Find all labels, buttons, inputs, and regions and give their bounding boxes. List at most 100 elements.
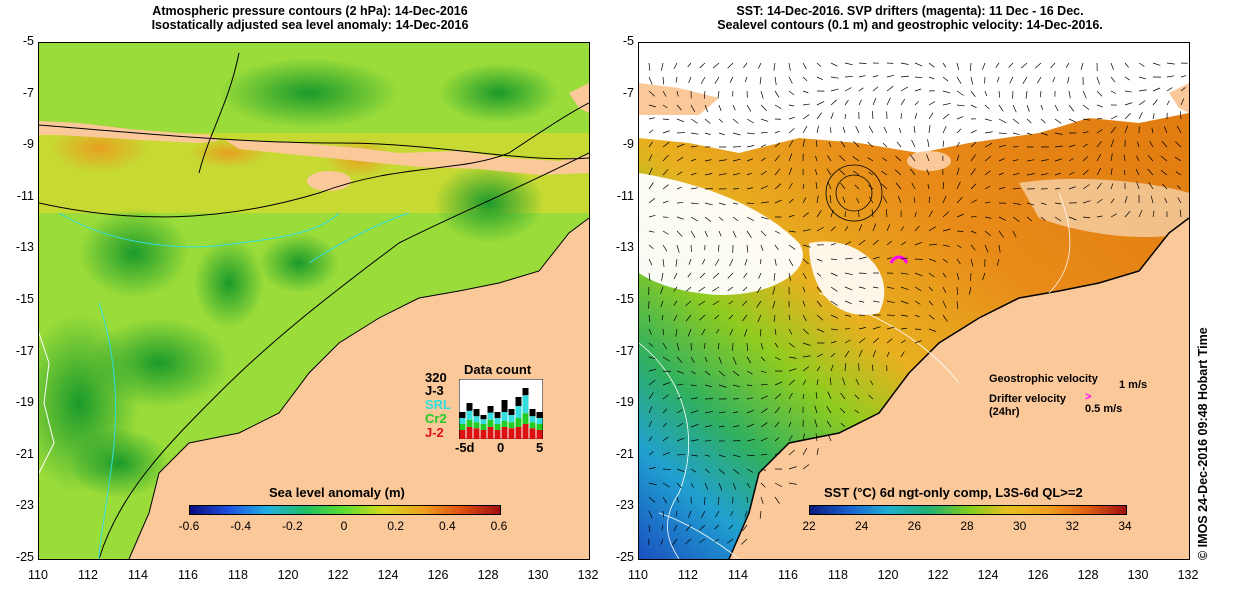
drifter-legend-arrow: > [1085,391,1092,403]
data-count-bar-2-seg-0 [473,428,480,439]
geostrophic-legend-scale: 1 m/s [1119,379,1148,391]
right-ytick-3: -11 [616,188,634,203]
data-count-max: 320 [425,370,447,385]
sst-colorbar [809,505,1127,515]
drifter-legend-label: Drifter velocity [989,393,1067,405]
data-count-bar-7-seg-1 [508,422,515,429]
data-count-bar-11-seg-0 [536,430,543,439]
sla-cbar-tick-3: 0 [340,519,348,533]
data-count-bar-3-seg-0 [480,430,487,439]
sla-colorbar [189,505,501,515]
sla-cbar-tick-4: 0.2 [387,519,404,533]
data-count-bar-2-seg-1 [473,422,480,429]
right-ytick-7: -19 [615,395,634,410]
data-count-bar-9-seg-0 [522,424,529,439]
sst-cbar-tick-5: 32 [1065,519,1079,533]
legend-j3: J-3 [425,383,444,398]
data-count-bar-1-seg-0 [466,427,473,439]
left-ytick-1: -7 [22,85,34,100]
right-ytick-10: -25 [615,550,634,564]
sst-cbar-tick-6: 34 [1118,519,1132,533]
data-count-bar-7-seg-2 [508,415,515,423]
right-xtick-11: 132 [1177,568,1199,582]
data-count-bar-6-seg-2 [501,412,508,421]
data-count-bar-10-seg-3 [529,409,536,417]
data-count-bar-1-seg-1 [466,419,473,427]
legend-cr2: Cr2 [425,411,447,426]
dc-xtick-0: 0 [497,440,505,455]
data-count-bar-4-seg-3 [487,406,494,413]
left-ytick-6: -17 [15,343,34,358]
data-count-bar-5-seg-0 [494,430,501,439]
left-ytick-4: -13 [15,240,34,255]
left-xtick-11: 132 [577,568,599,582]
right-ytick-8: -21 [615,446,634,461]
data-count-inset: Data count 320 J-3 SRL Cr2 J-2 -5d 0 5 [419,363,549,473]
imos-credit: © IMOS 24-Dec-2016 09:48 Hobart Time [1196,327,1210,560]
data-count-bar-4-seg-0 [487,427,494,439]
sst-map-graphic [639,43,1189,559]
right-ytick-1: -7 [622,85,634,100]
data-count-bar-11-seg-2 [536,418,543,424]
sla-cbar-tick-6: 0.6 [490,519,508,533]
left-title: Atmospheric pressure contours (2 hPa): 1… [70,4,550,32]
data-count-bar-10-seg-2 [529,416,536,423]
left-ytick-5: -15 [15,292,34,306]
velocity-arrows [648,62,1188,546]
right-xtick-1: 112 [678,568,698,582]
sst-cbar-tick-0: 22 [802,519,816,533]
right-xtick-8: 126 [1027,568,1049,582]
sst-colorbar-title: SST (°C) 6d ngt-only comp, L3S-6d QL>=2 [824,485,1083,500]
australia-landmass [129,218,589,559]
data-count-bar-3-seg-3 [480,415,487,420]
left-xtick-9: 128 [477,568,499,582]
data-count-bar-8-seg-3 [515,397,522,406]
drifter-track [889,255,909,264]
data-count-bar-10-seg-1 [529,422,536,429]
data-count-bar-5-seg-1 [494,424,501,430]
data-count-bar-4-seg-2 [487,412,494,420]
data-count-bar-3-seg-1 [480,424,487,430]
left-ytick-3: -11 [16,188,34,203]
right-xtick-4: 118 [828,568,848,582]
left-ytick-10: -25 [15,550,34,564]
right-ytick-5: -15 [615,292,634,306]
lesser-sunda-islands [224,139,589,175]
data-count-bar-7-seg-3 [508,409,515,415]
data-count-bar-8-seg-2 [515,406,522,418]
left-xtick-0: 110 [28,568,48,582]
data-count-bar-6-seg-3 [501,400,508,412]
data-count-bar-4-seg-1 [487,419,494,427]
right-xtick-9: 128 [1077,568,1099,582]
drifter-legend-period: (24hr) [989,406,1020,418]
left-xtick-10: 130 [527,568,549,582]
left-xtick-1: 112 [78,568,98,582]
data-count-title: Data count [464,362,532,377]
sla-map-graphic [39,43,589,559]
legend-j2: J-2 [425,425,444,440]
java-island [639,83,719,115]
drifter-legend-scale: 0.5 m/s [1085,403,1123,415]
left-ytick-2: -9 [22,137,34,152]
data-count-bar-6-seg-1 [501,421,508,427]
cloud-mask-north [639,43,1189,153]
dc-xtick-neg5: -5d [455,440,475,455]
australia-landmass [729,218,1189,559]
data-count-bar-2-seg-2 [473,416,480,423]
sst-cbar-tick-1: 24 [854,519,869,533]
data-count-bar-11-seg-1 [536,424,543,430]
data-count-bar-5-seg-3 [494,412,501,418]
left-xtick-7: 124 [377,568,399,582]
sla-cbar-tick-5: 0.4 [438,519,456,533]
data-count-bar-8-seg-0 [515,427,522,439]
sst-map: Geostrophic velocity 1 m/s Drifter veloc… [638,42,1190,560]
data-count-bar-6-seg-0 [501,427,508,439]
data-count-bar-9-seg-1 [522,413,529,424]
data-count-bar-5-seg-2 [494,418,501,424]
left-xtick-5: 120 [277,568,299,582]
left-xtick-2: 114 [128,568,148,582]
left-title-line1: Atmospheric pressure contours (2 hPa): 1… [152,4,468,18]
data-count-bar-0-seg-1 [459,424,466,430]
sst-cbar-tick-3: 28 [960,519,974,533]
left-ytick-9: -23 [15,498,34,513]
